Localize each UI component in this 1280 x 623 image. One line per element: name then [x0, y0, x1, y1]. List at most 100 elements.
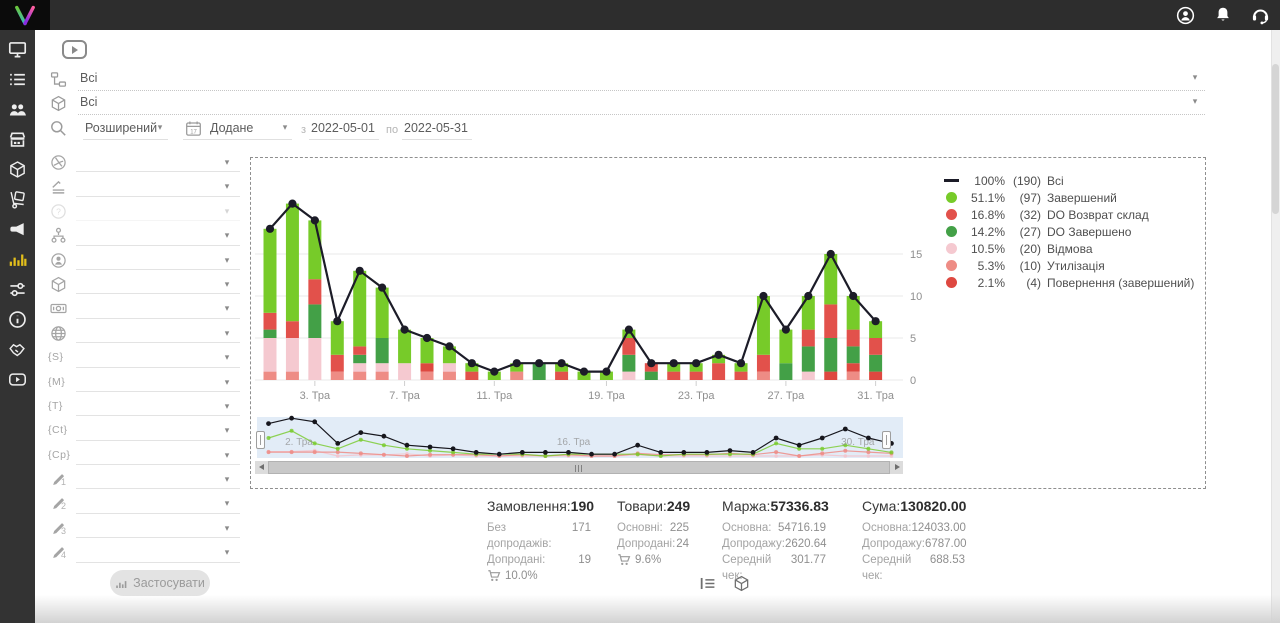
- select-underline: [76, 220, 240, 222]
- legend-dot-swatch: [945, 243, 957, 254]
- bar-segment: [622, 329, 636, 338]
- filter-select-utm-medium[interactable]: {M}: [48, 371, 240, 395]
- chevron-down-icon[interactable]: [222, 449, 232, 461]
- chevron-down-icon[interactable]: [222, 302, 232, 314]
- filter-select-custom-field-2[interactable]: 2: [48, 492, 240, 516]
- chevron-down-icon[interactable]: [222, 546, 232, 558]
- filter-select-source[interactable]: [48, 151, 240, 175]
- search-mode-select[interactable]: Розширений: [85, 121, 158, 135]
- line-point: [871, 317, 880, 326]
- sidebar-item-orders-list[interactable]: [8, 70, 27, 89]
- chevron-down-icon[interactable]: [1190, 95, 1200, 107]
- date-from-input[interactable]: 2022-05-01: [311, 121, 375, 135]
- filter-select-utm-content[interactable]: {Ct}: [48, 419, 240, 443]
- bar-segment: [487, 371, 501, 380]
- select-underline: [76, 390, 240, 392]
- chevron-down-icon[interactable]: [222, 351, 232, 363]
- select-underline: [76, 464, 240, 466]
- bar-segment: [375, 287, 389, 338]
- filter-select-utm-source[interactable]: {S}: [48, 346, 240, 370]
- bar-segment: [353, 363, 367, 372]
- category-select[interactable]: Всі: [80, 71, 98, 85]
- help-video-button[interactable]: [62, 40, 87, 59]
- product-select[interactable]: Всі: [80, 95, 98, 109]
- chevron-down-icon[interactable]: [222, 229, 232, 241]
- sidebar-item-partners[interactable]: [8, 340, 27, 359]
- chevron-down-icon[interactable]: [222, 376, 232, 388]
- bar-segment: [353, 354, 367, 364]
- sidebar-item-marketing[interactable]: [8, 220, 27, 239]
- stacked-bars[interactable]: [263, 203, 883, 380]
- sidebar-item-dashboard[interactable]: [8, 40, 27, 59]
- navigator-right-handle[interactable]: [882, 431, 891, 449]
- filter-select-status-group[interactable]: [48, 175, 240, 199]
- legend-count: (190): [1012, 173, 1041, 188]
- date-field-select[interactable]: Додане: [210, 121, 254, 135]
- navigator-left-handle[interactable]: [256, 431, 265, 449]
- date-to-input[interactable]: 2022-05-31: [404, 121, 468, 135]
- svg-text:17: 17: [190, 129, 197, 135]
- bar-segment: [285, 321, 299, 338]
- chart-navigator[interactable]: 2. Тра 16. Тра 30. Тра: [257, 415, 903, 461]
- vertical-scrollbar[interactable]: [1271, 30, 1280, 623]
- legend-item[interactable]: 10.5% (20) Відмова: [939, 240, 1201, 257]
- chevron-down-icon[interactable]: [222, 400, 232, 412]
- globe-hand-icon: [50, 154, 67, 171]
- filter-select-utm-campaign[interactable]: {Cp}: [48, 444, 240, 468]
- chevron-down-icon[interactable]: [222, 497, 232, 509]
- sidebar-item-info[interactable]: [8, 310, 27, 329]
- sidebar-item-statistics[interactable]: [8, 250, 27, 269]
- filter-select-manager[interactable]: [48, 249, 240, 273]
- horizontal-scrollbar-thumb[interactable]: [268, 461, 890, 474]
- chevron-down-icon[interactable]: [222, 327, 232, 339]
- list-view-icon[interactable]: [699, 575, 716, 592]
- filter-select-product-type[interactable]: [48, 273, 240, 297]
- chevron-down-icon[interactable]: [222, 522, 232, 534]
- chevron-down-icon[interactable]: [222, 278, 232, 290]
- legend-item[interactable]: 16.8% (32) DO Возврат склад: [939, 206, 1201, 223]
- vertical-scrollbar-thumb[interactable]: [1272, 64, 1279, 214]
- scroll-right-arrow[interactable]: [890, 461, 903, 474]
- product-view-icon[interactable]: [733, 575, 750, 592]
- filter-select-custom-field-1[interactable]: 1: [48, 468, 240, 492]
- chevron-down-icon[interactable]: [222, 180, 232, 192]
- chevron-down-icon[interactable]: [222, 473, 232, 485]
- legend-item[interactable]: 2.1% (4) Повернення (завершений): [939, 274, 1201, 291]
- filter-select-payment[interactable]: [48, 297, 240, 321]
- app-logo[interactable]: [0, 0, 50, 30]
- bar-segment: [869, 371, 883, 380]
- chevron-down-icon[interactable]: [280, 121, 290, 133]
- notifications-bell-icon[interactable]: [1214, 6, 1232, 24]
- scroll-left-arrow[interactable]: [255, 461, 268, 474]
- filter-select-custom-field-4[interactable]: 4: [48, 541, 240, 565]
- chevron-down-icon[interactable]: [1190, 71, 1200, 83]
- horizontal-scrollbar[interactable]: [255, 461, 903, 474]
- chevron-down-icon[interactable]: [222, 254, 232, 266]
- legend-item[interactable]: 5.3% (10) Утилізація: [939, 257, 1201, 274]
- apply-button[interactable]: Застосувати: [110, 570, 210, 596]
- sidebar-item-store[interactable]: [8, 130, 27, 149]
- filter-select-unknown[interactable]: ?: [48, 200, 240, 224]
- chevron-down-icon[interactable]: [222, 205, 232, 217]
- chevron-down-icon[interactable]: [155, 121, 165, 133]
- chevron-down-icon[interactable]: [222, 424, 232, 436]
- line-point: [467, 359, 476, 368]
- filter-select-utm-term[interactable]: {T}: [48, 395, 240, 419]
- legend-item[interactable]: 100% (190) Всі: [939, 172, 1201, 189]
- orders-chart[interactable]: 0 5 10 15 3. Тра 7. Тра 11. Тра 19. Тра 23. Тра 2…: [253, 162, 953, 407]
- sidebar-item-supply[interactable]: [8, 190, 27, 209]
- sidebar-item-video[interactable]: [8, 370, 27, 389]
- filter-select-structure[interactable]: [48, 224, 240, 248]
- legend-item[interactable]: 14.2% (27) DO Завершено: [939, 223, 1201, 240]
- user-account-icon[interactable]: [1176, 6, 1195, 25]
- top-bar: [0, 0, 1280, 30]
- support-headset-icon[interactable]: [1251, 6, 1270, 25]
- chevron-down-icon[interactable]: [222, 156, 232, 168]
- sidebar-item-users[interactable]: [8, 100, 27, 119]
- filter-select-site[interactable]: [48, 322, 240, 346]
- legend-item[interactable]: 51.1% (97) Завершений: [939, 189, 1201, 206]
- sidebar-item-products[interactable]: [8, 160, 27, 179]
- sidebar-item-settings[interactable]: [8, 280, 27, 299]
- filter-select-custom-field-3[interactable]: 3: [48, 517, 240, 541]
- bar-segment: [420, 363, 434, 372]
